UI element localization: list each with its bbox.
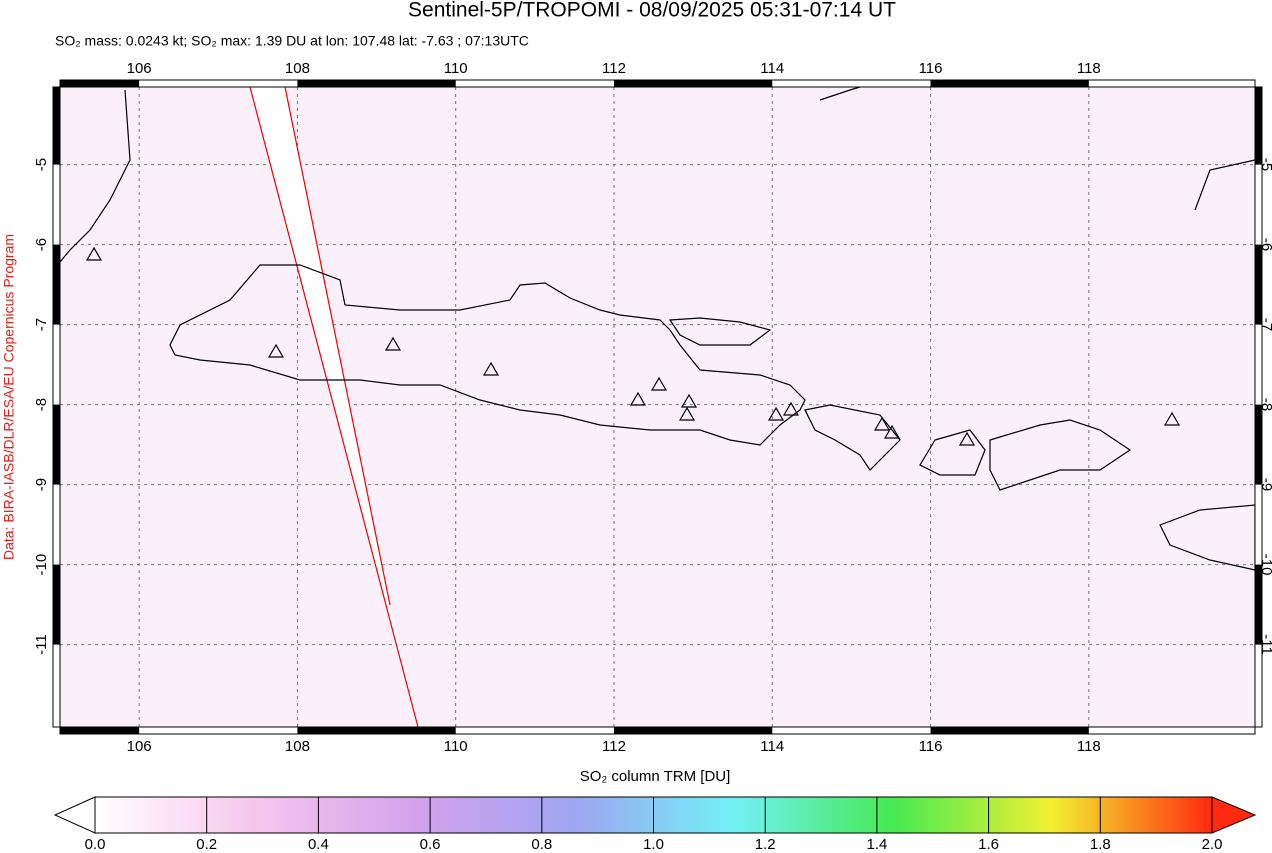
frame-layer — [52, 79, 1263, 735]
frame-segment — [1255, 564, 1262, 645]
colorbar-tick-label: 0.4 — [308, 836, 329, 853]
frame-segment — [613, 80, 773, 87]
madura-coast — [668, 317, 772, 346]
colorbar-tick-label: 1.2 — [755, 836, 776, 853]
x-tick-label: 106 — [127, 738, 152, 755]
x-tick-label: 116 — [919, 738, 943, 755]
colorbar-tick-label: 1.6 — [978, 836, 999, 853]
colorbar-tick-label: 0.6 — [420, 836, 441, 853]
x-tick-label: 112 — [602, 738, 626, 755]
x-tick-label: 110 — [444, 738, 468, 755]
sumbawa-coast — [989, 419, 1132, 491]
sumatra-coast — [59, 89, 131, 263]
frame-segment — [297, 727, 456, 734]
credit: Data: BIRA-IASB/DLR/ESA/EU Copernicus Pr… — [1, 234, 17, 560]
x-tick-label: 108 — [285, 60, 310, 77]
y-tick-label: -9 — [1258, 478, 1272, 491]
x-tick-label: 116 — [919, 60, 943, 77]
grid-layer — [60, 87, 1255, 727]
colorbar-tick-label: 0.0 — [85, 836, 106, 853]
y-tick-label: -7 — [1258, 318, 1272, 331]
y-tick-label: -10 — [33, 554, 50, 576]
x-tick-label: 114 — [760, 60, 784, 77]
y-tick-label: -11 — [1258, 634, 1272, 655]
frame-segment — [53, 87, 60, 165]
map-background — [60, 87, 1255, 727]
frame-segment — [53, 404, 60, 485]
frame-segment — [53, 564, 60, 645]
frame-segment — [930, 80, 1089, 87]
y-tick-label: -8 — [33, 398, 50, 411]
frame-segment — [297, 80, 456, 87]
swath-edge — [249, 86, 419, 728]
colorbar-tick-label: 0.8 — [531, 836, 552, 853]
x-tick-label: 114 — [760, 738, 784, 755]
bali-coast — [804, 404, 901, 471]
y-tick-label: -5 — [33, 158, 50, 171]
chart-subtitle: SO₂ mass: 0.0243 kt; SO₂ max: 1.39 DU at… — [55, 33, 529, 49]
y-tick-label: -9 — [33, 478, 50, 491]
x-tick-label: 108 — [285, 738, 310, 755]
coastlines — [59, 86, 1256, 571]
sulawesi-coast — [1194, 159, 1256, 211]
frame-segment — [613, 727, 773, 734]
plot-border — [59, 86, 1256, 728]
frame-segment — [60, 727, 140, 734]
colorbar-tick-label: 1.0 — [643, 836, 664, 853]
x-tick-label: 112 — [602, 60, 626, 77]
frame-segment — [930, 727, 1089, 734]
swath-edge — [284, 86, 391, 606]
x-tick-label: 110 — [444, 60, 468, 77]
frame-segment — [53, 244, 60, 325]
frame-segment — [1255, 244, 1262, 325]
volcanoes — [85, 246, 1181, 446]
colorbar-high-arrow — [1211, 796, 1257, 834]
frame-segment — [1255, 87, 1262, 165]
java-coast — [169, 264, 806, 446]
colorbar-tick-label: 0.2 — [196, 836, 217, 853]
colorbar-label: SO₂ column TRM [DU] — [580, 768, 731, 785]
y-tick-label: -11 — [33, 634, 50, 655]
borneo-coast — [819, 86, 861, 101]
x-tick-label: 118 — [1077, 60, 1101, 77]
y-tick-label: -6 — [1258, 238, 1272, 251]
frame-segment — [60, 80, 140, 87]
y-tick-label: -10 — [1258, 554, 1272, 576]
chart-title: Sentinel-5P/TROPOMI - 08/09/2025 05:31-0… — [408, 0, 896, 22]
lombok-coast — [919, 429, 986, 476]
volcano-markers — [85, 246, 1181, 446]
y-tick-label: -7 — [33, 318, 50, 331]
x-tick-label: 118 — [1077, 738, 1101, 755]
x-tick-label: 106 — [127, 60, 152, 77]
colorbar-tick-label: 1.4 — [866, 836, 887, 853]
y-tick-label: -8 — [1258, 398, 1272, 411]
colorbar-tick-label: 2.0 — [1202, 836, 1223, 853]
y-tick-label: -6 — [33, 238, 50, 251]
colorbar-tick-label: 1.8 — [1090, 836, 1111, 853]
colorbar-low-arrow — [53, 796, 96, 834]
y-tick-label: -5 — [1258, 158, 1272, 171]
frame-segment — [1255, 404, 1262, 485]
